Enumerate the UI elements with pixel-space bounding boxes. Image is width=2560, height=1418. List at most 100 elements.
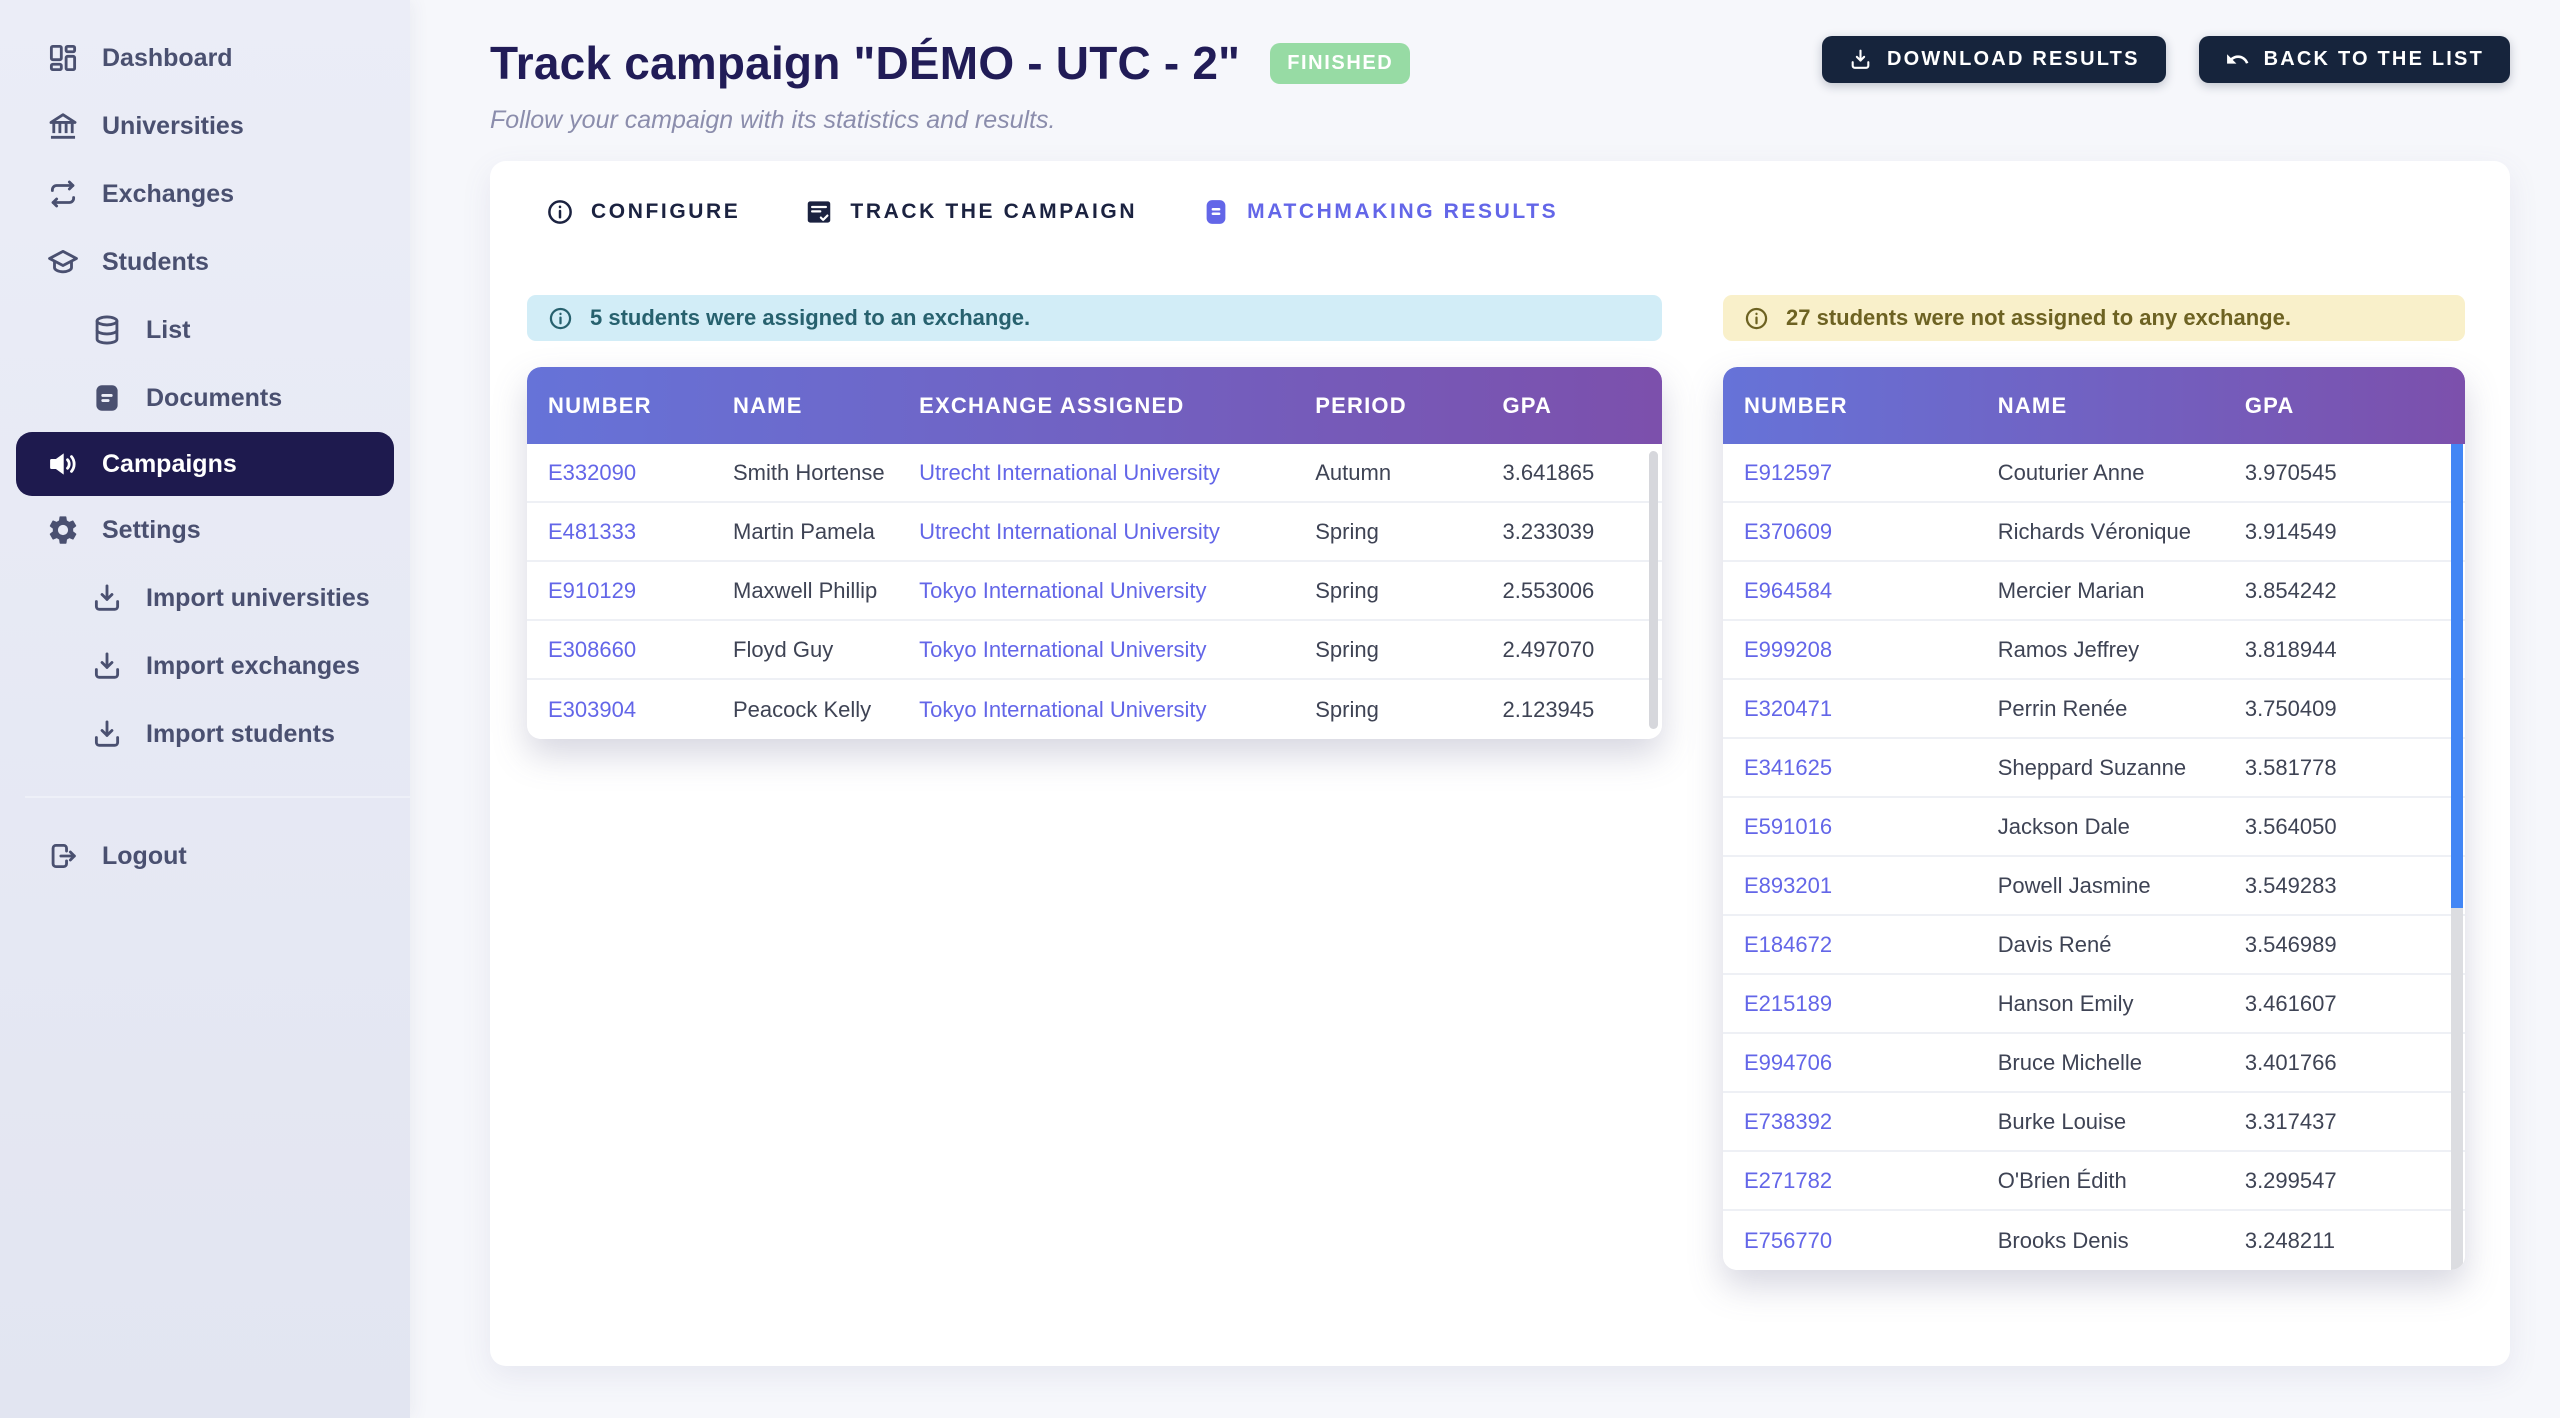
exchange-assigned-link[interactable]: Tokyo International University <box>919 577 1207 603</box>
back-to-list-button[interactable]: BACK TO THE LIST <box>2198 36 2510 83</box>
student-number-link[interactable]: E271782 <box>1744 1167 1833 1193</box>
unassigned-row-e999208: E999208 Ramos Jeffrey 3.818944 <box>1723 621 2465 680</box>
column-header: EXCHANGE ASSIGNED <box>919 392 1185 418</box>
assigned-table-scrollbar[interactable] <box>1649 451 1658 729</box>
assigned-row-e332090: E332090 Smith Hortense Utrecht Internati… <box>527 444 1662 503</box>
file-icon <box>1201 197 1231 227</box>
assigned-table-body: E332090 Smith Hortense Utrecht Internati… <box>527 444 1662 739</box>
student-number-link[interactable]: E215189 <box>1744 990 1833 1016</box>
download-results-button[interactable]: DOWNLOAD RESULTS <box>1822 36 2166 83</box>
sidebar-item-import-exchanges[interactable]: Import exchanges <box>0 632 410 700</box>
student-number-link[interactable]: E320471 <box>1744 695 1833 721</box>
student-name: Smith Hortense <box>733 459 885 485</box>
status-badge: FINISHED <box>1270 42 1411 84</box>
student-name: Powell Jasmine <box>1997 872 2151 898</box>
gpa-value: 2.553006 <box>1502 577 1595 603</box>
assigned-row-e910129: E910129 Maxwell Phillip Tokyo Internatio… <box>527 562 1662 621</box>
student-number-link[interactable]: E912597 <box>1744 459 1833 485</box>
sidebar-item-label: Documents <box>146 383 283 412</box>
exchange-assigned-link[interactable]: Utrecht International University <box>919 459 1220 485</box>
info-icon <box>1743 305 1770 332</box>
sidebar-item-label: Settings <box>102 515 201 544</box>
student-number-link[interactable]: E332090 <box>548 459 637 485</box>
unassigned-row-e215189: E215189 Hanson Emily 3.461607 <box>1723 975 2465 1034</box>
unassigned-table-scrollbar[interactable] <box>2451 444 2463 1270</box>
megaphone-icon <box>46 447 80 481</box>
unassigned-section: 27 students were not assigned to any exc… <box>1723 295 2465 1270</box>
sidebar-item-students[interactable]: Students <box>0 228 410 296</box>
sidebar-item-label: Import exchanges <box>146 651 360 680</box>
student-number-link[interactable]: E964584 <box>1744 577 1833 603</box>
sidebar-item-logout[interactable]: Logout <box>0 822 410 890</box>
student-number-link[interactable]: E910129 <box>548 577 637 603</box>
student-number-link[interactable]: E184672 <box>1744 931 1833 957</box>
undo-icon <box>2225 47 2250 72</box>
download-results-label: DOWNLOAD RESULTS <box>1887 48 2140 70</box>
period-value: Spring <box>1315 577 1379 603</box>
sidebar-item-label: Import universities <box>146 583 370 612</box>
sidebar: Dashboard Universities Exchanges Student… <box>0 0 410 1418</box>
unassigned-row-e994706: E994706 Bruce Michelle 3.401766 <box>1723 1034 2465 1093</box>
scrollbar-thumb[interactable] <box>2451 444 2463 909</box>
gpa-value: 2.123945 <box>1502 696 1595 722</box>
download-icon <box>90 649 124 683</box>
student-number-link[interactable]: E341625 <box>1744 754 1833 780</box>
tab-configure[interactable]: CONFIGURE <box>545 197 740 227</box>
back-to-list-label: BACK TO THE LIST <box>2263 48 2484 70</box>
sidebar-item-exchanges[interactable]: Exchanges <box>0 160 410 228</box>
gpa-value: 3.546989 <box>2244 931 2337 957</box>
exchange-assigned-link[interactable]: Tokyo International University <box>919 696 1207 722</box>
student-number-link[interactable]: E308660 <box>548 636 637 662</box>
student-number-link[interactable]: E893201 <box>1744 872 1833 898</box>
student-name: Floyd Guy <box>733 636 834 662</box>
column-header: NAME <box>1997 392 2068 418</box>
unassigned-row-e893201: E893201 Powell Jasmine 3.549283 <box>1723 857 2465 916</box>
gpa-value: 3.248211 <box>2244 1227 2335 1253</box>
logout-icon <box>46 839 80 873</box>
tab-label: CONFIGURE <box>591 200 741 223</box>
student-number-link[interactable]: E303904 <box>548 696 637 722</box>
unassigned-row-e738392: E738392 Burke Louise 3.317437 <box>1723 1093 2465 1152</box>
sidebar-item-list[interactable]: List <box>0 296 410 364</box>
gpa-value: 3.581778 <box>2244 754 2337 780</box>
gpa-value: 3.914549 <box>2244 518 2337 544</box>
exchange-assigned-link[interactable]: Utrecht International University <box>919 518 1220 544</box>
student-name: Brooks Denis <box>1997 1227 2129 1253</box>
assigned-row-e481333: E481333 Martin Pamela Utrecht Internatio… <box>527 503 1662 562</box>
download-icon <box>1848 47 1873 72</box>
student-name: Ramos Jeffrey <box>1997 636 2140 662</box>
exchange-assigned-link[interactable]: Tokyo International University <box>919 636 1207 662</box>
sidebar-item-universities[interactable]: Universities <box>0 92 410 160</box>
gpa-value: 3.233039 <box>1502 518 1595 544</box>
unassigned-row-e320471: E320471 Perrin Renée 3.750409 <box>1723 680 2465 739</box>
sidebar-item-campaigns[interactable]: Campaigns <box>16 432 394 496</box>
sidebar-item-dashboard[interactable]: Dashboard <box>0 24 410 92</box>
student-number-link[interactable]: E481333 <box>548 518 637 544</box>
assigned-row-e303904: E303904 Peacock Kelly Tokyo Internationa… <box>527 680 1662 739</box>
unassigned-table: NUMBER NAME GPA E912597 Couturier Anne 3.9… <box>1723 367 2465 1270</box>
assigned-row-e308660: E308660 Floyd Guy Tokyo International Un… <box>527 621 1662 680</box>
student-name: Mercier Marian <box>1997 577 2145 603</box>
column-header: PERIOD <box>1315 392 1407 418</box>
unassigned-banner: 27 students were not assigned to any exc… <box>1723 295 2465 341</box>
assigned-section: 5 students were assigned to an exchange.… <box>527 295 1662 1270</box>
period-value: Spring <box>1315 696 1379 722</box>
campaign-card: CONFIGURE TRACK THE CAMPAIGN MATCHMAKING… <box>490 161 2510 1366</box>
gpa-value: 3.818944 <box>2244 636 2337 662</box>
column-header: NUMBER <box>548 392 652 418</box>
sidebar-item-import-students[interactable]: Import students <box>0 700 410 768</box>
student-number-link[interactable]: E994706 <box>1744 1049 1833 1075</box>
tab-track-the-campaign[interactable]: TRACK THE CAMPAIGN <box>804 197 1137 227</box>
sidebar-item-documents[interactable]: Documents <box>0 364 410 432</box>
sidebar-item-settings[interactable]: Settings <box>0 496 410 564</box>
student-name: Davis René <box>1997 931 2112 957</box>
student-number-link[interactable]: E756770 <box>1744 1227 1833 1253</box>
student-number-link[interactable]: E370609 <box>1744 518 1833 544</box>
student-number-link[interactable]: E999208 <box>1744 636 1833 662</box>
student-number-link[interactable]: E738392 <box>1744 1108 1833 1134</box>
student-name: Peacock Kelly <box>733 696 872 722</box>
tab-matchmaking-results[interactable]: MATCHMAKING RESULTS <box>1201 197 1558 227</box>
sidebar-item-import-universities[interactable]: Import universities <box>0 564 410 632</box>
student-name: Burke Louise <box>1997 1108 2127 1134</box>
student-number-link[interactable]: E591016 <box>1744 813 1833 839</box>
